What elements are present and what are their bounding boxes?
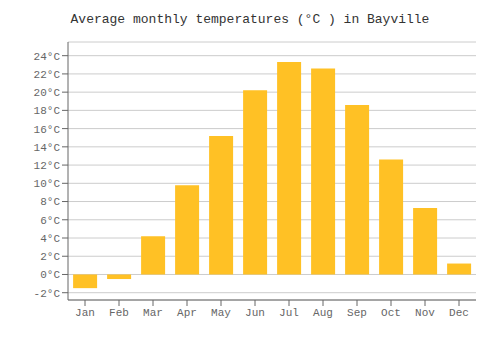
svg-text:10°C: 10°C — [34, 178, 61, 190]
svg-text:Sep: Sep — [347, 307, 367, 319]
svg-text:Oct: Oct — [381, 307, 401, 319]
html-text:Average monthly temperatures (: Average monthly temperatures (°C ) in Ba… — [70, 12, 430, 27]
svg-text:May: May — [211, 307, 231, 319]
svg-text:Mar: Mar — [143, 307, 163, 319]
svg-text:0°C: 0°C — [40, 269, 60, 281]
svg-text:8°C: 8°C — [40, 196, 60, 208]
svg-text:Apr: Apr — [177, 307, 197, 319]
svg-text:-2°C: -2°C — [34, 288, 61, 300]
svg-text:16°C: 16°C — [34, 124, 61, 136]
svg-text:6°C: 6°C — [40, 215, 60, 227]
svg-text:4°C: 4°C — [40, 233, 60, 245]
svg-text:Nov: Nov — [415, 307, 435, 319]
svg-text:Jan: Jan — [75, 307, 95, 319]
svg-text:Aug: Aug — [313, 307, 333, 319]
svg-text:2°C: 2°C — [40, 251, 60, 263]
svg-text:Feb: Feb — [109, 307, 129, 319]
svg-text:Dec: Dec — [449, 307, 469, 319]
svg-text:Jun: Jun — [245, 307, 265, 319]
svg-text:14°C: 14°C — [34, 142, 61, 154]
svg-text:22°C: 22°C — [34, 69, 61, 81]
svg-text:Jul: Jul — [279, 307, 299, 319]
svg-text:18°C: 18°C — [34, 105, 61, 117]
svg-text:20°C: 20°C — [34, 87, 61, 99]
svg-text:12°C: 12°C — [34, 160, 61, 172]
svg-text:24°C: 24°C — [34, 51, 61, 63]
